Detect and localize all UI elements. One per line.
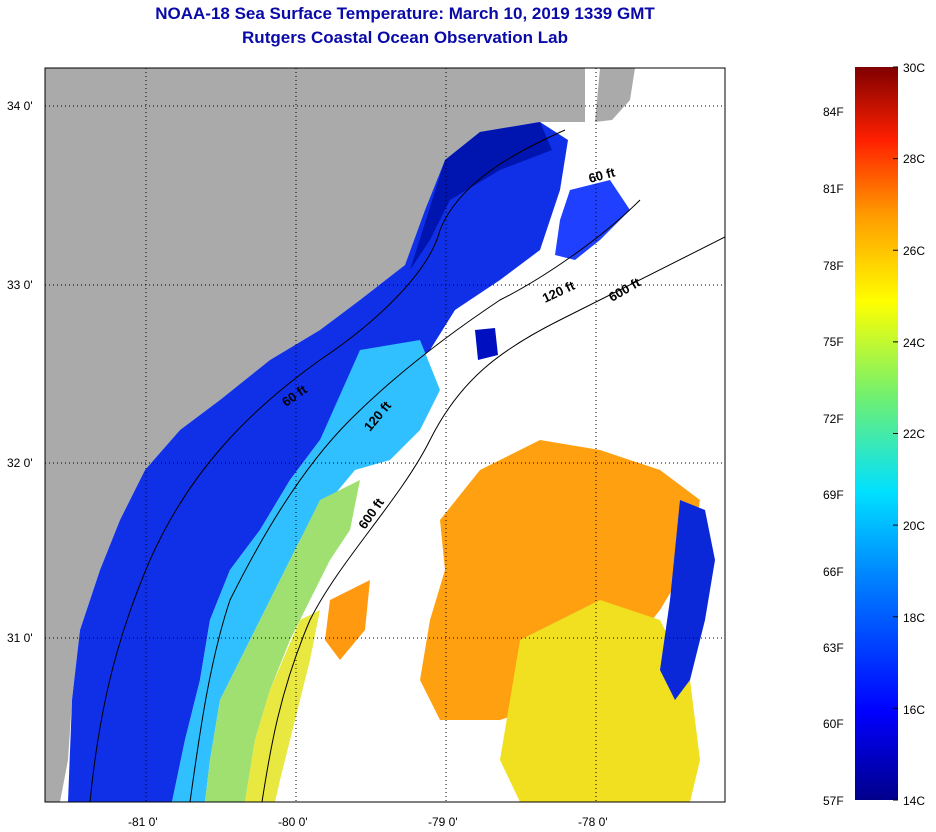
map-title: NOAA-18 Sea Surface Temperature: March 1…: [155, 4, 655, 23]
isobath-label: 60 ft: [587, 164, 617, 186]
lat-label: 31 0': [7, 631, 33, 645]
lon-label: -80 0': [278, 815, 308, 829]
sst-small-blue: [475, 328, 498, 360]
colorbar-label-c: 20C: [903, 519, 926, 533]
colorbar-fill: [855, 67, 898, 800]
sst-shelf-yellow: [245, 610, 320, 802]
lon-label: -78 0': [578, 815, 608, 829]
colorbar-label-c: 24C: [903, 336, 926, 350]
isobath-600ft: [261, 236, 725, 802]
isobath-120ft: [189, 199, 641, 802]
colorbar-label-c: 28C: [903, 152, 926, 166]
colorbar-label-f: 66F: [823, 565, 844, 579]
map-frame: [44, 67, 726, 803]
sst-northeast-blue: [555, 180, 630, 260]
colorbar-label-f: 60F: [823, 717, 844, 731]
sst-midshelf-cyan: [172, 340, 440, 802]
sst-coastal-blue: [68, 122, 568, 802]
colorbar-label-f: 84F: [823, 105, 844, 119]
colorbar-label-c: 30C: [903, 61, 926, 75]
graticule: [45, 68, 725, 802]
colorbar-label-f: 72F: [823, 412, 844, 426]
colorbar-label-f: 69F: [823, 488, 844, 502]
lon-label: -79 0': [428, 815, 458, 829]
colorbar-label-c: 22C: [903, 427, 926, 441]
colorbar-label-f: 78F: [823, 259, 844, 273]
land-northeast: [595, 68, 635, 122]
land: [45, 68, 585, 802]
colorbar-label-f: 81F: [823, 182, 844, 196]
lat-label: 34 0': [7, 99, 33, 113]
colorbar-label-c: 14C: [903, 794, 926, 808]
map-subtitle: Rutgers Coastal Ocean Observation Lab: [242, 28, 568, 47]
sst-coastal-darkblue: [410, 122, 552, 270]
colorbar-label-f: 75F: [823, 335, 844, 349]
colorbar-label-f: 57F: [823, 794, 844, 808]
sst-shelf-green: [205, 480, 360, 802]
sst-east-blue: [660, 500, 715, 700]
lat-label: 33 0': [7, 278, 33, 292]
lat-label: 32 0': [7, 456, 33, 470]
colorbar-label-c: 16C: [903, 703, 926, 717]
colorbar-label-c: 26C: [903, 244, 926, 258]
colorbar-label-c: 18C: [903, 611, 926, 625]
colorbar-ticks: [893, 66, 898, 801]
lon-label: -81 0': [128, 815, 158, 829]
sst-gulfstream-orange: [420, 440, 700, 720]
colorbar-label-f: 63F: [823, 641, 844, 655]
sst-offshore-yellow: [500, 600, 700, 802]
isobath-60ft: [89, 129, 566, 802]
sst-orange-west: [325, 580, 370, 660]
